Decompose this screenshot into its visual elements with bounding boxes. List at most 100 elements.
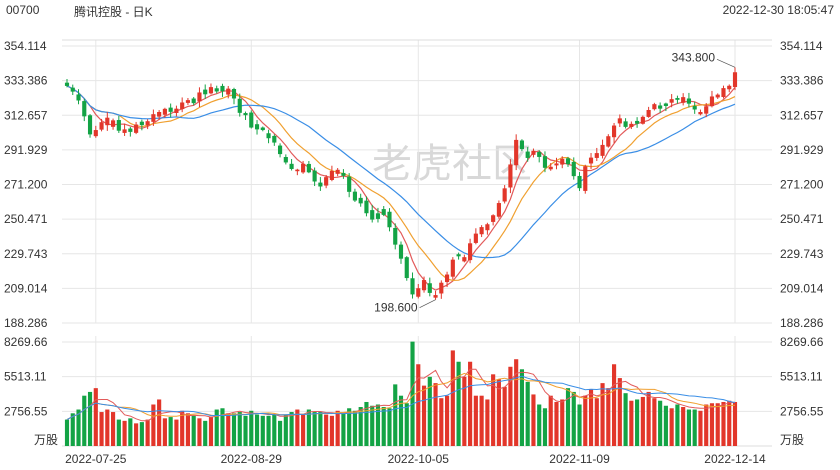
volume-bar [134, 423, 139, 446]
volume-bar [473, 395, 478, 446]
volume-bar [531, 394, 536, 446]
candle-body [548, 166, 553, 170]
candle-body [295, 169, 300, 172]
volume-bar [525, 381, 530, 446]
price-tick-left: 229.743 [4, 247, 48, 261]
candle-body [324, 177, 329, 186]
volume-bar [266, 415, 271, 446]
candle-body [439, 282, 444, 294]
volume-bar [393, 384, 398, 446]
candle-body [341, 172, 346, 176]
candle-body [82, 101, 87, 117]
price-tick-right: 333.386 [780, 74, 824, 88]
price-tick-right: 250.471 [780, 212, 824, 226]
volume-bar [502, 386, 507, 446]
price-candles [64, 67, 738, 300]
candle-body [272, 135, 277, 143]
candle-body [669, 99, 674, 103]
volume-bar [681, 407, 686, 446]
price-annotations: 343.800 198.600 [374, 50, 736, 315]
ma10-line [66, 85, 736, 282]
price-tick-left: 312.657 [4, 108, 48, 122]
price-tick-left: 209.014 [4, 281, 48, 295]
candle-body [105, 117, 110, 126]
watermark-text: 老虎社区 [372, 141, 532, 187]
candle-body [99, 122, 104, 130]
candle-body [537, 151, 542, 157]
chart-header: 00700 腾讯控股 - 日K 2022-12-30 18:05:47 [0, 0, 840, 22]
volume-bar [260, 415, 265, 446]
volume-bar [398, 395, 404, 446]
candle-body [727, 85, 732, 90]
volume-bar [105, 409, 110, 446]
candle-body [87, 115, 93, 135]
volume-bar [617, 378, 622, 446]
candle-body [485, 224, 490, 231]
volume-bar [629, 400, 634, 446]
volume-bar [116, 419, 121, 446]
candle-body [709, 96, 715, 107]
volume-bar [157, 399, 162, 446]
volume-bar [180, 410, 185, 446]
volume-tick-right: 5513.11 [780, 370, 823, 384]
volume-ma10-line [66, 372, 736, 421]
volume-bar [675, 404, 680, 446]
max-label: 343.800 [672, 50, 716, 64]
price-tick-left: 333.386 [4, 74, 48, 88]
volume-bar [433, 383, 438, 446]
volume-bar [191, 415, 196, 446]
volume-bar [548, 395, 553, 446]
volume-bar [364, 401, 369, 446]
candle-body [214, 88, 219, 92]
volume-bar [439, 398, 444, 446]
price-tick-right: 291.929 [780, 143, 824, 157]
candle-body [237, 98, 242, 113]
volume-bar [646, 391, 651, 446]
volume-bar [450, 350, 455, 446]
candle-body [577, 175, 582, 189]
price-tick-right: 354.114 [780, 39, 823, 53]
candle-body [640, 116, 645, 124]
volume-bar [347, 408, 352, 446]
volume-bar [301, 414, 306, 446]
volume-tick-left: 5513.11 [4, 370, 47, 384]
candle-body [116, 120, 121, 131]
volume-bar [226, 413, 231, 446]
candle-body [542, 156, 548, 168]
volume-bar [485, 399, 490, 446]
volume-bar [658, 400, 663, 446]
volume-bar [519, 369, 525, 446]
volume-bar [277, 420, 283, 446]
volume-bar [329, 415, 334, 446]
volume-bar [583, 395, 588, 446]
volume-bar [318, 412, 323, 446]
volume-bar [698, 410, 703, 446]
candle-body [462, 257, 467, 262]
volume-bar [110, 412, 116, 446]
volume-bar [76, 409, 81, 446]
min-label: 198.600 [374, 301, 418, 315]
candle-body [531, 150, 536, 155]
volume-bar [243, 415, 248, 446]
volume-bar [139, 422, 144, 446]
candle-body [266, 133, 271, 139]
candle-body [479, 227, 484, 235]
volume-bar [64, 419, 70, 446]
candle-body [721, 88, 726, 97]
price-tick-left: 188.286 [4, 316, 48, 330]
volume-bar [358, 407, 363, 446]
candle-body [525, 151, 530, 158]
volume-bar [203, 420, 208, 446]
volume-tick-right: 2756.55 [780, 404, 824, 418]
candle-body [686, 98, 692, 104]
volume-bar [588, 389, 594, 446]
volume-bar [272, 414, 277, 446]
volume-bar [370, 405, 375, 446]
candle-body [301, 163, 306, 173]
volume-bar [214, 409, 219, 446]
volume-bar [70, 413, 75, 446]
candle-body [220, 85, 225, 92]
volume-unit-right: 万股 [780, 433, 804, 447]
volume-bar [462, 376, 467, 446]
